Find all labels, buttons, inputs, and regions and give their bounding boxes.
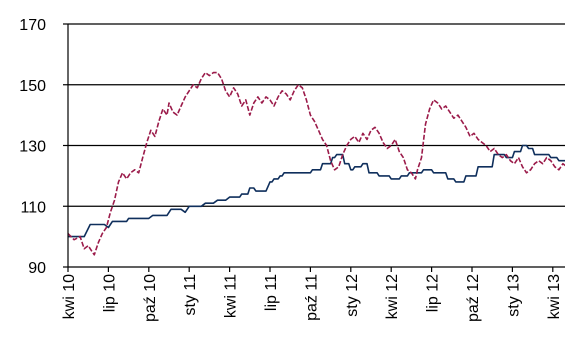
x-tick-label: sty 13 [505,274,522,317]
axes [63,23,565,272]
x-tick-label: kwi 10 [61,274,78,319]
series-line-0 [68,144,565,238]
series-line-1 [67,71,565,256]
x-tick-label: sty 12 [344,274,361,317]
tick-labels: 90 110 130 150 170 kwi 10 lip 10 paź 10 sty 11 kw… [19,17,563,322]
y-tick-label: 110 [20,199,46,216]
x-tick-label: lip 10 [101,274,118,312]
x-tick-label: paź 10 [142,274,159,322]
x-tick-label: kwi 12 [384,274,401,319]
y-tick-label: 150 [19,78,46,95]
x-tick-label: sty 11 [182,274,199,316]
x-tick-label: kwi 13 [546,274,563,319]
series-lines [67,71,565,256]
x-tick-label: lip 12 [425,274,442,312]
x-tick-label: kwi 11 [223,274,240,318]
x-tick-label: lip 11 [263,274,280,311]
x-tick-label: paź 11 [303,274,320,321]
y-tick-label: 170 [19,17,46,34]
gridlines [68,23,565,207]
y-tick-label: 130 [19,139,46,156]
y-tick-label: 90 [28,260,46,277]
x-tick-label: paź 12 [465,274,482,322]
